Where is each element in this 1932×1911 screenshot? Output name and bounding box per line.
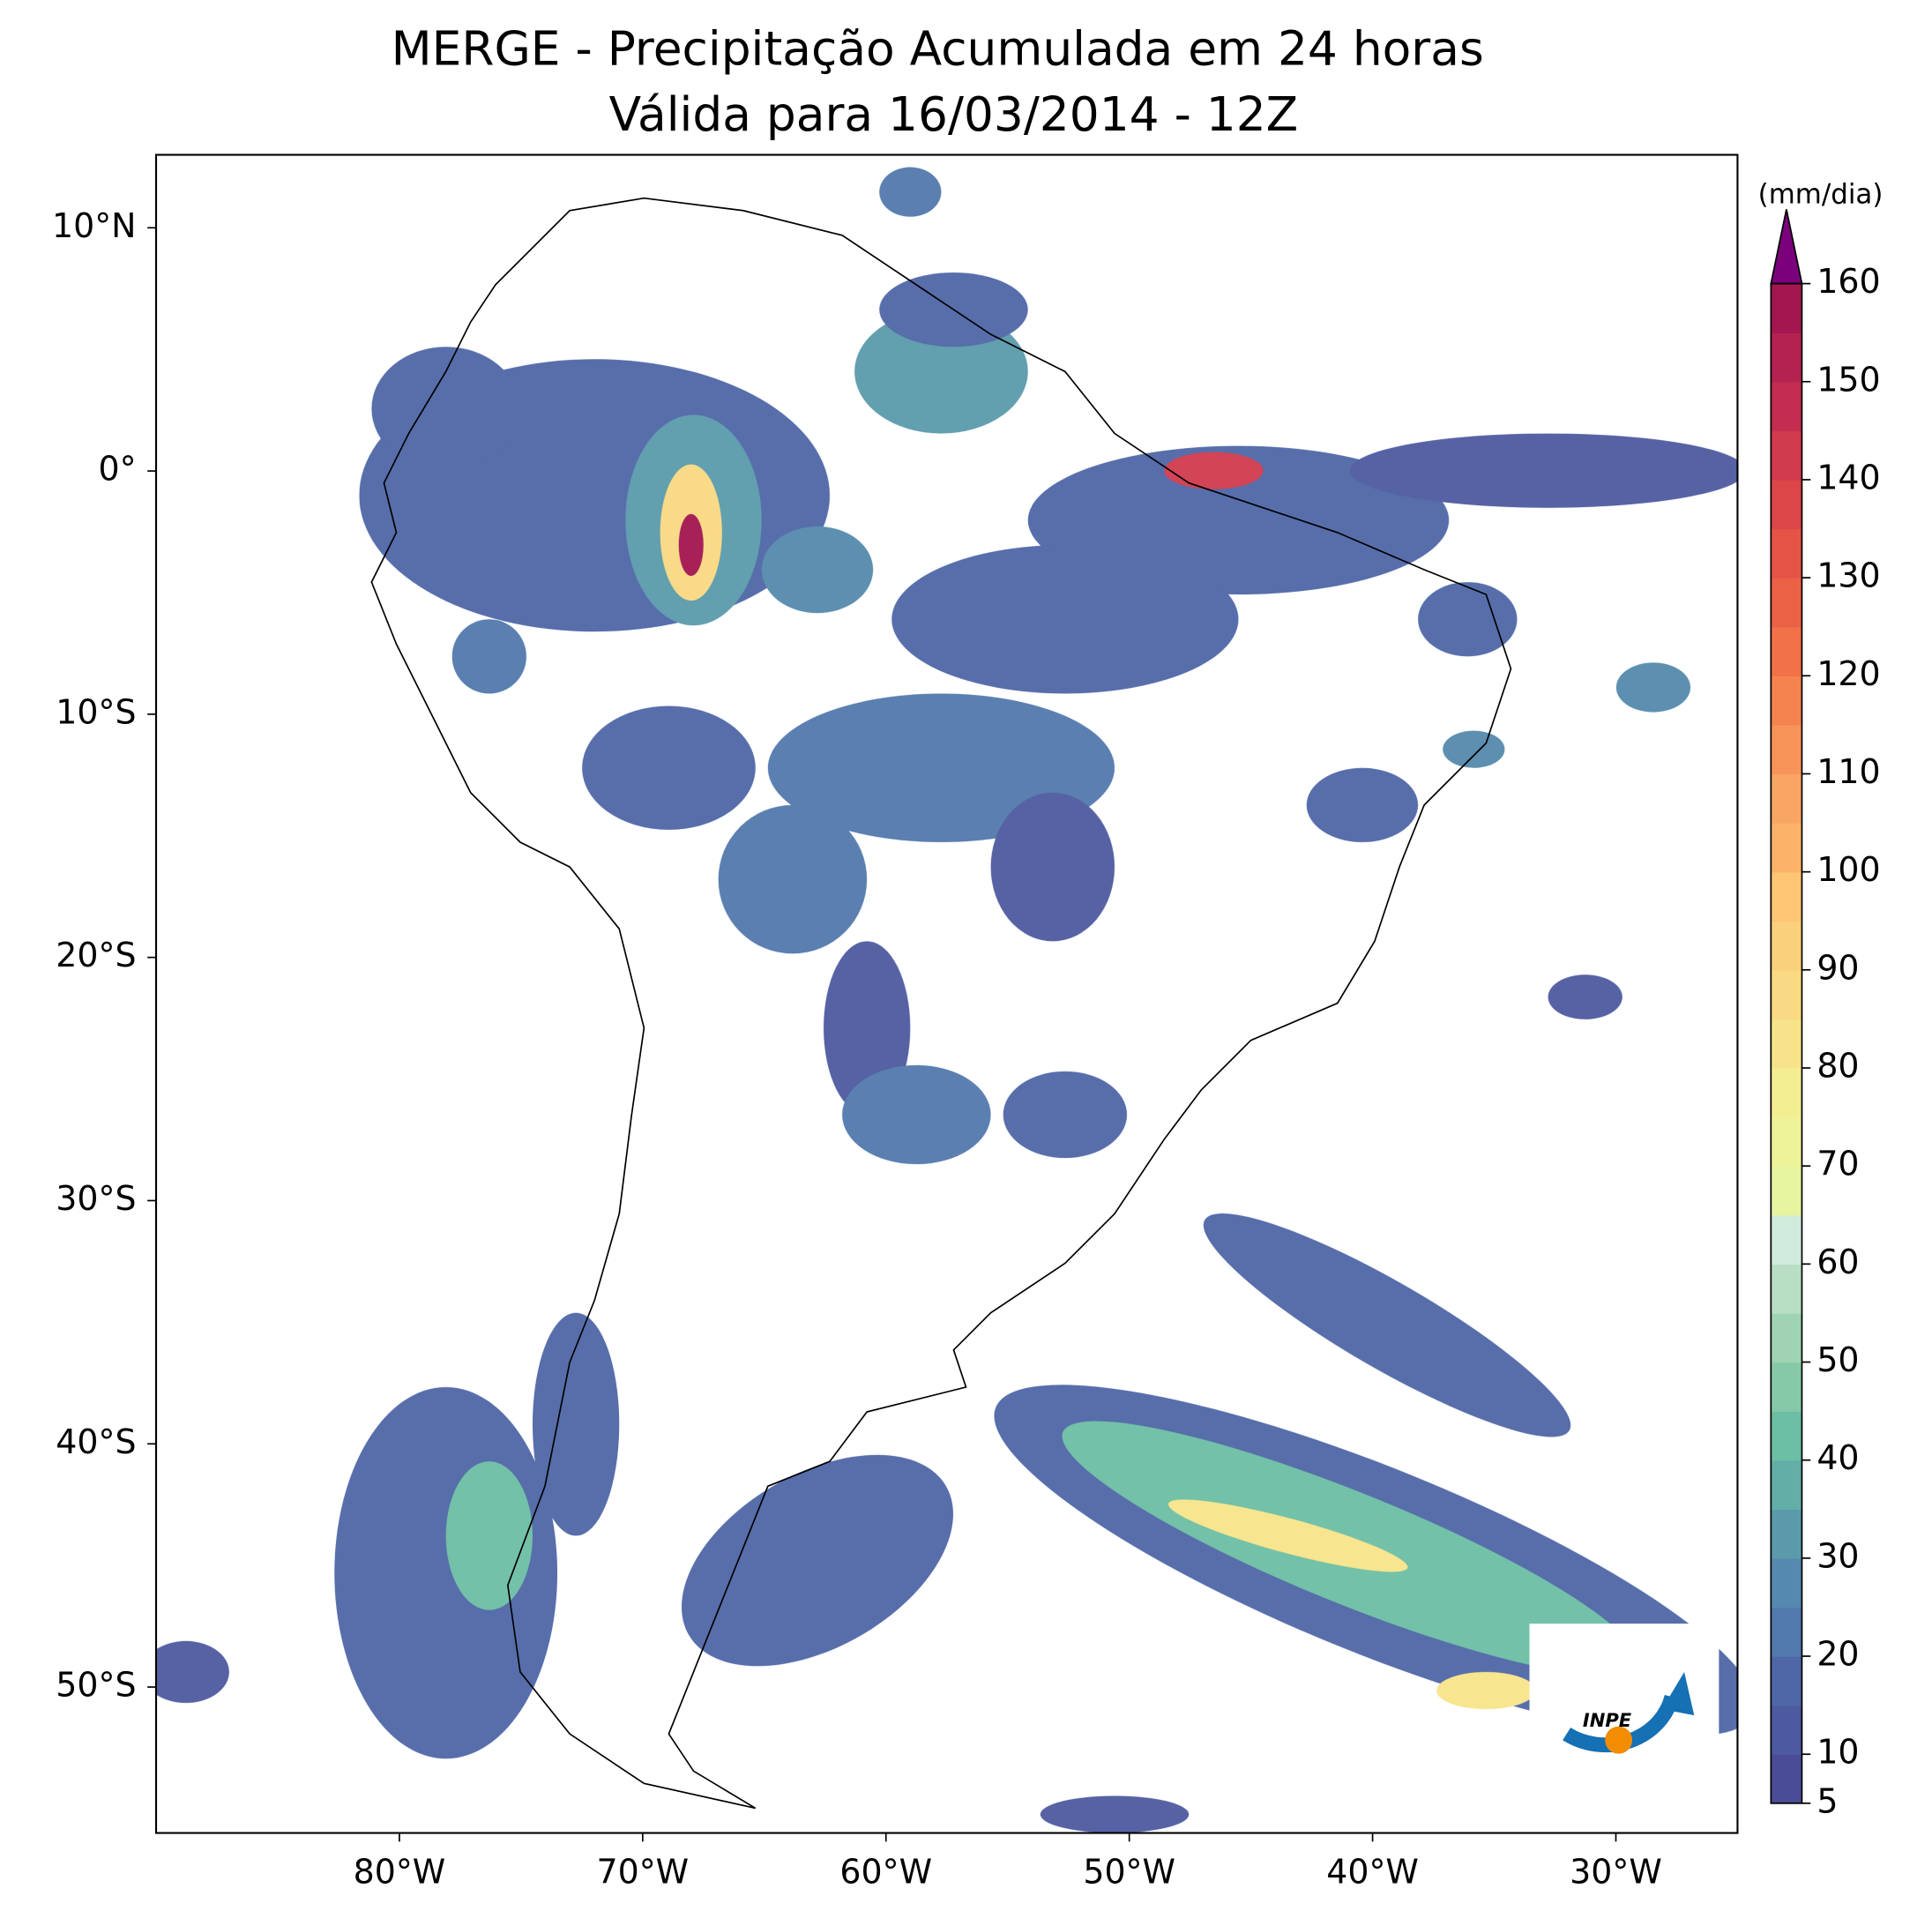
colorbar-segment [1771,1705,1802,1755]
colorbar-tick-label: 60 [1816,1243,1859,1281]
title: MERGE - Precipitação Acumulada em 24 hor… [392,21,1484,77]
y-tick-label: 10°N [52,206,137,245]
colorbar-segment [1771,1019,1802,1069]
colorbar-segment [1771,1166,1802,1216]
subtitle: Válida para 16/03/2014 - 12Z [609,86,1299,142]
colorbar-segment [1771,283,1802,333]
colorbar-segment [1771,381,1802,432]
colorbar-frame [1770,282,1803,1804]
coastline [370,197,1512,1810]
colorbar-segment [1771,1557,1802,1609]
colorbar-tick-label: 150 [1816,360,1880,399]
colorbar-segment [1771,332,1802,383]
x-tick-label: 30°W [1570,1852,1662,1891]
colorbar-segment [1771,1362,1802,1412]
colorbar-segment [1771,1312,1802,1363]
colorbar-segment [1771,724,1802,775]
colorbar-segment [1771,773,1802,824]
colorbar-tick-label: 5 [1816,1781,1838,1820]
colorbar-tick-label: 120 [1816,654,1880,693]
colorbar-tick-label: 50 [1816,1340,1859,1379]
colorbar-tick-label: 90 [1816,948,1859,987]
y-tick-label: 40°S [56,1422,136,1461]
colorbar-segment [1771,1607,1802,1657]
colorbar-tick-label: 10 [1816,1733,1859,1772]
colorbar-segment [1771,1116,1802,1167]
y-tick-label: 20°S [56,936,136,974]
colorbar-tick-label: 70 [1816,1145,1859,1183]
colorbar-segment [1771,871,1802,922]
colorbar-segment [1771,430,1802,481]
x-tick-label: 50°W [1083,1852,1175,1891]
colorbar-segment [1771,823,1802,873]
logo: INPE [1529,1624,1719,1803]
colorbar-segment [1771,1509,1802,1559]
colorbar-segment [1771,969,1802,1020]
x-tick-label: 40°W [1326,1852,1419,1891]
colorbar-segment [1771,528,1802,579]
colorbar-tick-label: 130 [1816,556,1880,595]
logo-text: INPE [1583,1709,1632,1731]
colorbar-segment [1771,1459,1802,1510]
y-tick-label: 30°S [56,1179,136,1218]
x-tick-label: 80°W [354,1852,446,1891]
colorbar-segment [1771,578,1802,628]
colorbar-tick-label: 140 [1816,458,1880,496]
colorbar-tick-label: 80 [1816,1047,1859,1086]
colorbar-segment [1771,1068,1802,1118]
precipitation-field [156,167,1738,1833]
colorbar-tick-label: 40 [1816,1438,1859,1477]
colorbar-segment [1771,1214,1802,1265]
colorbar-segment [1771,626,1802,677]
colorbar-segment [1771,676,1802,726]
colorbar-tick-label: 20 [1816,1635,1859,1674]
colorbar-tick-label: 160 [1816,262,1880,301]
colorbar-tick-label: 100 [1816,850,1880,889]
colorbar-segment [1771,1264,1802,1314]
colorbar-tick-label: 30 [1816,1536,1859,1575]
map-frame [154,153,1739,1834]
y-tick-label: 0° [98,450,136,489]
colorbar-extend [1770,209,1803,285]
colorbar-tick-label: 110 [1816,752,1880,791]
colorbar-segment [1771,1656,1802,1706]
colorbar-segment [1771,479,1802,530]
y-tick-label: 10°S [56,692,136,731]
colorbar-segment [1771,1754,1802,1804]
y-tick-label: 50°S [56,1666,136,1705]
x-tick-label: 70°W [597,1852,690,1891]
colorbar-segment [1771,1411,1802,1461]
colorbar-label: (mm/dia) [1758,178,1884,210]
colorbar-segment [1771,921,1802,971]
x-tick-label: 60°W [839,1852,932,1891]
